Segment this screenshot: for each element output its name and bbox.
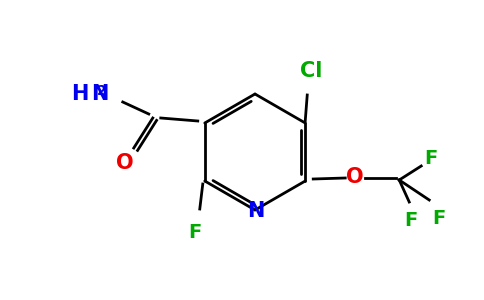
Text: 2: 2 [97,84,106,98]
Text: N: N [91,84,109,104]
Text: O: O [347,167,364,187]
Text: N: N [247,201,265,221]
Text: F: F [424,148,438,167]
Text: F: F [433,208,446,227]
Text: F: F [405,211,418,230]
Text: F: F [188,224,201,242]
Text: O: O [116,153,134,173]
Text: Cl: Cl [300,61,322,81]
Text: H: H [72,84,89,104]
